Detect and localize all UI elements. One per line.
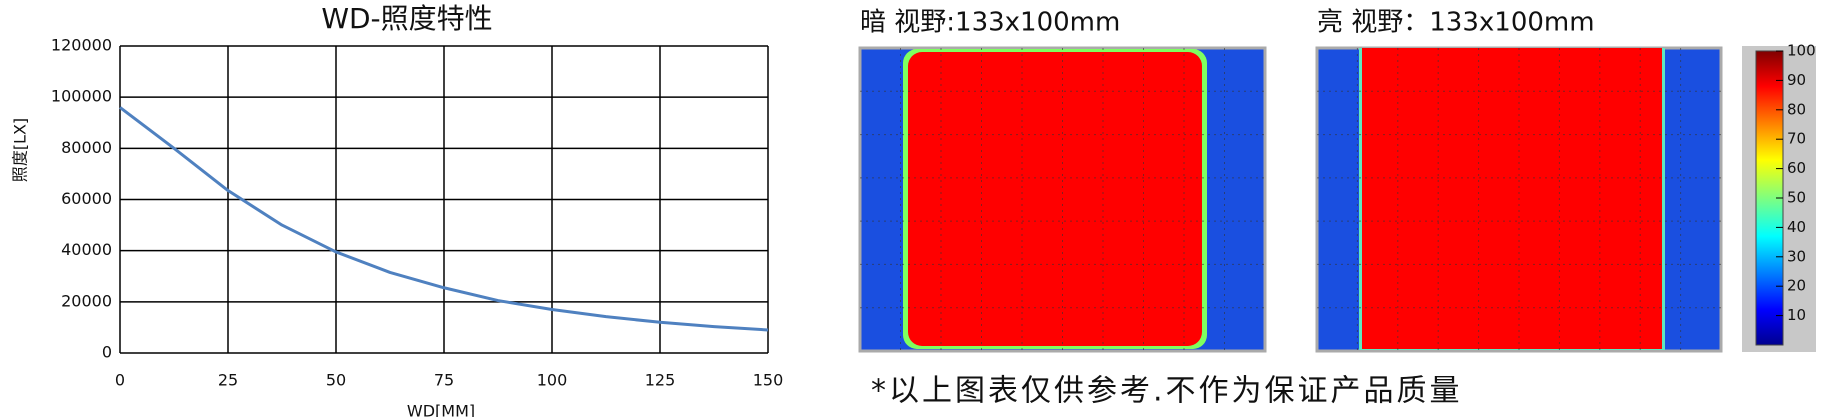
y-tick-label: 80000 <box>61 138 112 157</box>
x-tick-label: 150 <box>753 371 784 390</box>
colorbar-tick-label: 40 <box>1787 218 1806 236</box>
y-tick-label: 0 <box>102 343 112 362</box>
y-tick-label: 20000 <box>61 291 112 310</box>
colorbar-tick-label: 10 <box>1787 306 1806 324</box>
x-tick-label: 50 <box>326 371 346 390</box>
colorbar-tick-label: 50 <box>1787 189 1806 207</box>
note: *以上图表仅供参考.不作为保证产品质量 <box>871 374 1463 409</box>
y-tick-label: 100000 <box>51 87 112 106</box>
line <box>119 106 769 332</box>
heatmap-title: 亮 视野：133x100mm <box>1317 8 1595 38</box>
y-axis-label: 照度[LX] <box>11 118 30 182</box>
colorbar-tick-label: 80 <box>1787 100 1806 118</box>
x-tick-label: 100 <box>537 371 568 390</box>
x-tick-label: 75 <box>434 371 454 390</box>
colorbar-tick-label: 70 <box>1787 130 1806 148</box>
colorbar-tick-label: 60 <box>1787 159 1806 177</box>
y-tick-label: 60000 <box>61 189 112 208</box>
colorbar-tick-label: 90 <box>1787 71 1806 89</box>
heatmap-grid <box>860 48 1721 351</box>
x-tick-label: 125 <box>645 371 676 390</box>
colorbar-tick-label: 20 <box>1787 277 1806 295</box>
y-tick-label: 40000 <box>61 240 112 259</box>
colorbar-tick-label: 30 <box>1787 247 1806 265</box>
heatmap-bright <box>1315 46 1723 353</box>
x-tick-label: 0 <box>115 371 125 390</box>
chart-title: WD-照度特性 <box>321 2 492 35</box>
heatmap-title: 暗 视野:133x100mm <box>860 8 1120 38</box>
colorbar-tick-label: 100 <box>1787 42 1816 60</box>
x-tick-label: 25 <box>218 371 238 390</box>
heatmap-dark <box>858 46 1267 353</box>
x-axis-label: WD[MM] <box>407 402 475 417</box>
y-tick-label: 120000 <box>51 36 112 55</box>
